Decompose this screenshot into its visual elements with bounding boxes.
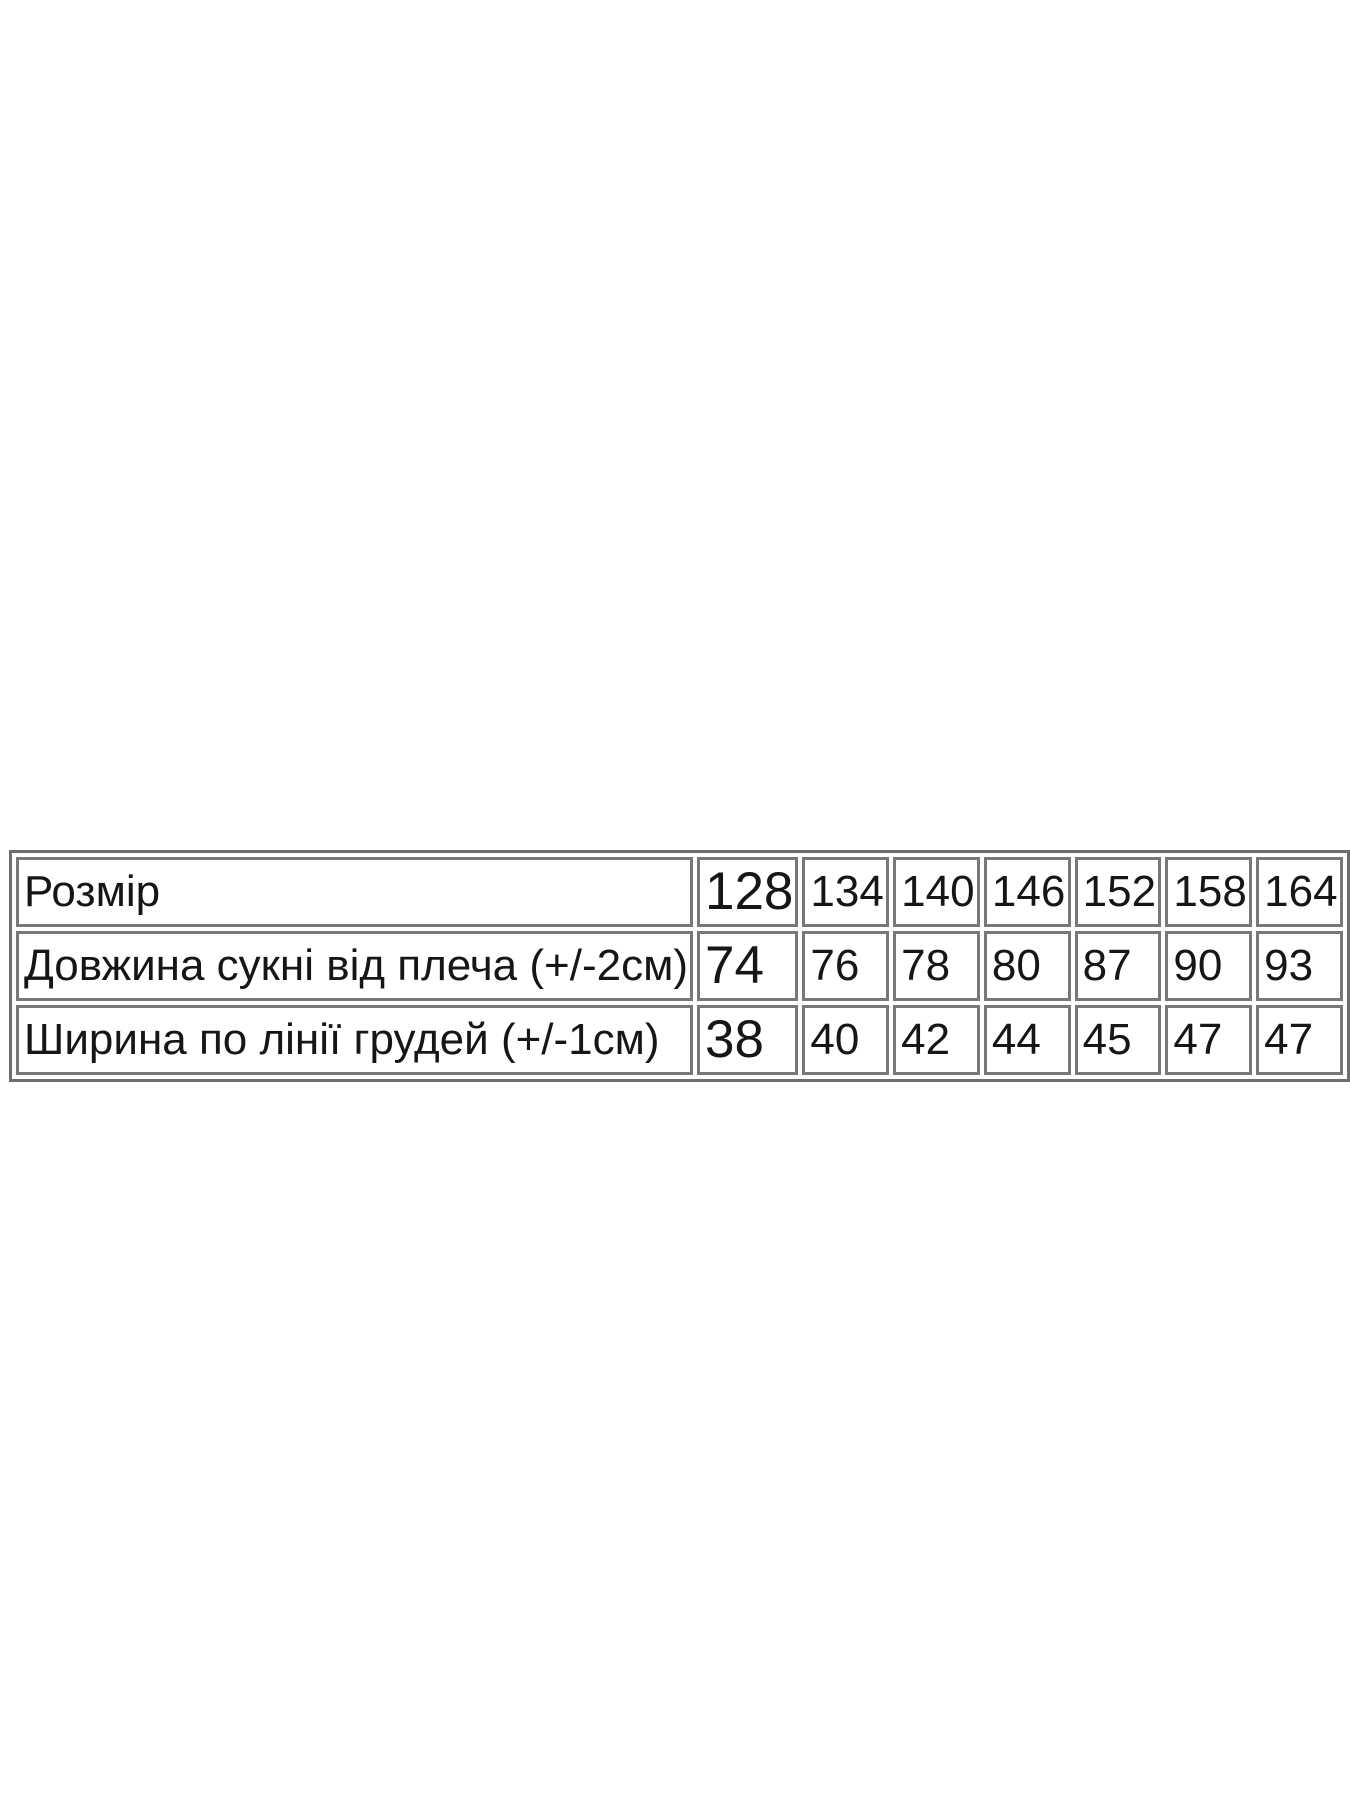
value-cell: 76 bbox=[802, 931, 890, 1001]
size-header-row: Розмір 128 134 140 146 152 158 164 bbox=[16, 857, 1343, 927]
size-chart-table: Розмір 128 134 140 146 152 158 164 Довжи… bbox=[9, 850, 1350, 1082]
value-cell: 38 bbox=[696, 1005, 799, 1075]
size-header-cell: 152 bbox=[1074, 857, 1162, 927]
value-cell: 45 bbox=[1074, 1005, 1162, 1075]
value-cell: 42 bbox=[893, 1005, 980, 1075]
size-header-cell: 164 bbox=[1256, 857, 1343, 927]
value-cell: 80 bbox=[983, 931, 1071, 1001]
value-cell: 47 bbox=[1165, 1005, 1253, 1075]
size-header-cell: 128 bbox=[696, 857, 799, 927]
size-header-cell: 146 bbox=[983, 857, 1071, 927]
row-label-cell: Довжина сукні від плеча (+/-2см) bbox=[16, 931, 693, 1001]
value-cell: 78 bbox=[893, 931, 980, 1001]
value-cell: 74 bbox=[696, 931, 799, 1001]
size-header-cell: 140 bbox=[893, 857, 980, 927]
table-row-chest-width: Ширина по лінії грудей (+/-1см) 38 40 42… bbox=[16, 1005, 1343, 1075]
size-header-cell: 134 bbox=[802, 857, 890, 927]
value-cell: 90 bbox=[1165, 931, 1253, 1001]
size-header-cell: 158 bbox=[1165, 857, 1253, 927]
value-cell: 87 bbox=[1074, 931, 1162, 1001]
value-cell: 93 bbox=[1256, 931, 1343, 1001]
row-label-cell: Ширина по лінії грудей (+/-1см) bbox=[16, 1005, 693, 1075]
value-cell: 40 bbox=[802, 1005, 890, 1075]
corner-label-cell: Розмір bbox=[16, 857, 693, 927]
table-row-dress-length: Довжина сукні від плеча (+/-2см) 74 76 7… bbox=[16, 931, 1343, 1001]
value-cell: 47 bbox=[1256, 1005, 1343, 1075]
value-cell: 44 bbox=[983, 1005, 1071, 1075]
